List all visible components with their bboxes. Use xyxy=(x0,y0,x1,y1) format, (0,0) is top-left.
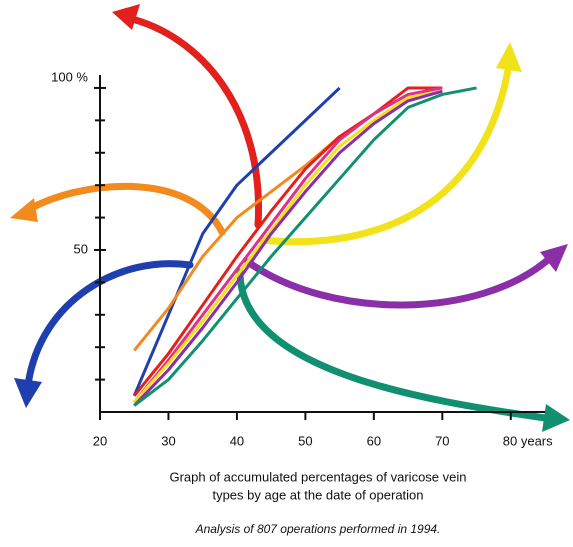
arrowhead xyxy=(10,198,38,222)
x-tick-label: 40 xyxy=(230,433,244,448)
arrowhead xyxy=(496,42,522,72)
caption: Graph of accumulated percentages of vari… xyxy=(169,469,466,484)
arrow xyxy=(240,272,545,418)
decorative-arrows xyxy=(10,4,570,432)
arrow xyxy=(262,70,508,242)
x-tick-label: 20 xyxy=(93,433,107,448)
arrow xyxy=(128,18,259,225)
arrowhead xyxy=(542,404,570,432)
arrow xyxy=(248,258,550,305)
y-tick-label: 100 % xyxy=(51,69,88,84)
subcaption: Analysis of 807 operations performed in … xyxy=(195,522,441,536)
x-tick-label: 80 years xyxy=(503,433,553,448)
x-tick-label: 60 xyxy=(367,433,381,448)
arrowhead xyxy=(14,378,42,408)
caption: types by age at the date of operation xyxy=(212,487,423,502)
y-tick-label: 50 xyxy=(74,241,88,256)
arrow xyxy=(28,186,222,232)
x-tick-label: 30 xyxy=(161,433,175,448)
arrowhead xyxy=(112,4,140,30)
arrowhead xyxy=(540,244,568,272)
chart: Graph of accumulated percentages of vari… xyxy=(0,0,573,547)
x-tick-label: 70 xyxy=(435,433,449,448)
x-tick-label: 50 xyxy=(298,433,312,448)
